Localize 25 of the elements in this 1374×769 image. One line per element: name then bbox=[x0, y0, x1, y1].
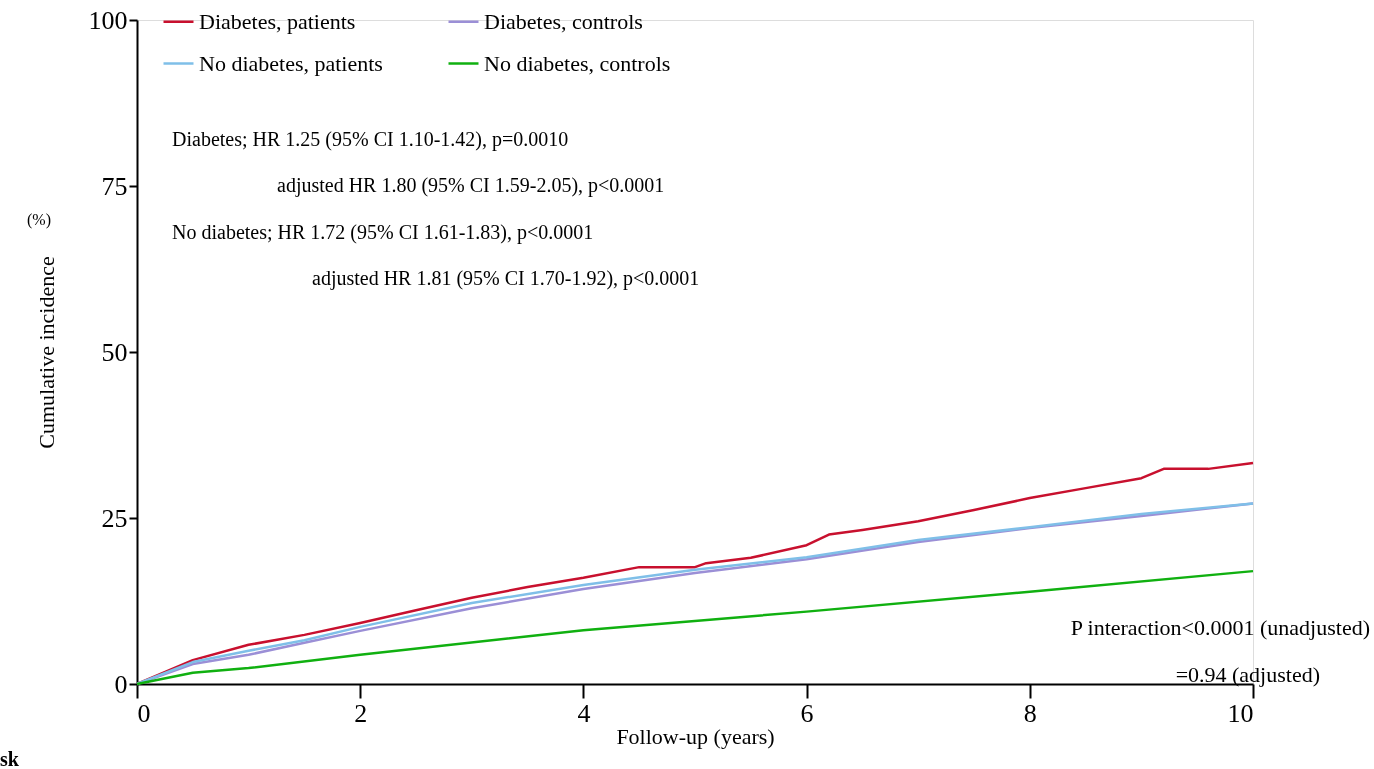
y-tick-label: 25 bbox=[101, 503, 128, 533]
annotation: =0.94 (adjusted) bbox=[1175, 662, 1320, 687]
text: (%) bbox=[27, 211, 51, 229]
x-tick-label: 10 bbox=[1227, 698, 1254, 728]
text: sk bbox=[0, 748, 20, 769]
legend-label: No diabetes, patients bbox=[199, 50, 383, 76]
annotation: No diabetes; HR 1.72 (95% CI 1.61-1.83), p<0.0001 bbox=[172, 221, 594, 244]
x-tick-label: 6 bbox=[800, 698, 814, 728]
y-tick-label: 0 bbox=[114, 669, 128, 699]
annotation: P interaction<0.0001 (unadjusted) bbox=[1070, 615, 1370, 640]
annotation: adjusted HR 1.81 (95% CI 1.70-1.92), p<0.0001 bbox=[312, 267, 700, 290]
y-tick-label: 100 bbox=[88, 5, 128, 35]
x-axis-title: Follow-up (years) bbox=[616, 723, 775, 749]
x-tick-label: 0 bbox=[137, 698, 151, 728]
y-axis-title: Cumulative incidence bbox=[33, 256, 59, 449]
x-tick-label: 4 bbox=[577, 698, 591, 728]
annotation: Diabetes; HR 1.25 (95% CI 1.10-1.42), p=0.0010 bbox=[172, 128, 569, 151]
x-tick-label: 8 bbox=[1023, 698, 1037, 728]
y-tick-label: 50 bbox=[101, 337, 128, 367]
legend-label: Diabetes, controls bbox=[484, 8, 643, 34]
x-tick-label: 2 bbox=[354, 698, 368, 728]
annotation: adjusted HR 1.80 (95% CI 1.59-2.05), p<0.0001 bbox=[277, 174, 665, 197]
y-tick-label: 75 bbox=[101, 171, 128, 201]
legend-label: Diabetes, patients bbox=[199, 8, 356, 34]
legend-label: No diabetes, controls bbox=[484, 50, 671, 76]
